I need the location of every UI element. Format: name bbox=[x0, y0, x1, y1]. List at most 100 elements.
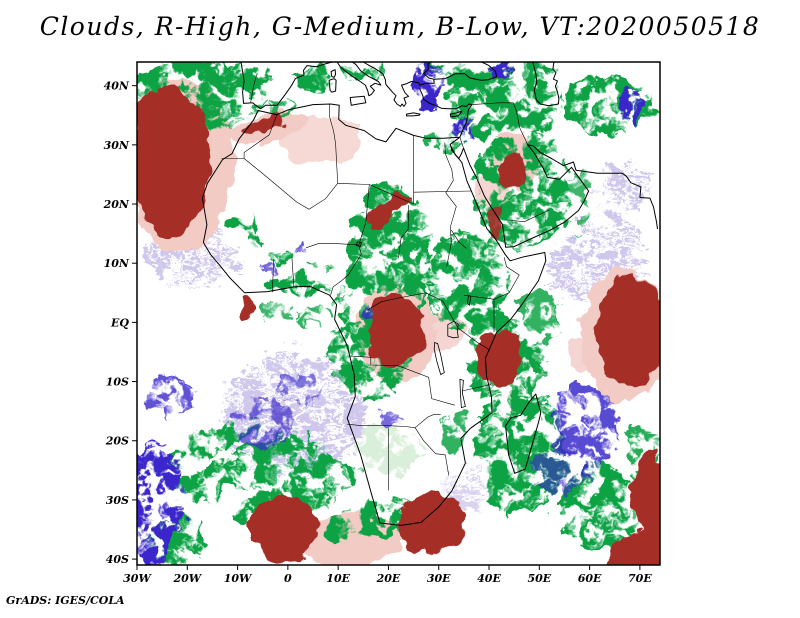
coastline-arabia-india bbox=[462, 144, 658, 248]
country-border bbox=[458, 328, 491, 351]
cloud-blob-hip bbox=[279, 115, 361, 165]
country-border bbox=[414, 414, 441, 428]
cloud-blob-lowl bbox=[433, 464, 484, 501]
country-border bbox=[347, 423, 416, 428]
cloud-blob-med bbox=[442, 405, 467, 455]
cloud-blob-lowl bbox=[594, 159, 645, 200]
cloud-blob-med bbox=[429, 230, 511, 335]
cloud-blob-low bbox=[379, 411, 401, 429]
cloud-blob-med bbox=[519, 289, 560, 351]
country-border bbox=[398, 205, 409, 258]
cloud-blob-low bbox=[619, 88, 644, 129]
lake-chad bbox=[355, 241, 362, 248]
coastline-crete bbox=[406, 112, 421, 117]
cloud-blob-med bbox=[559, 170, 591, 241]
cloud-blob-hi bbox=[137, 85, 211, 236]
river bbox=[451, 229, 467, 249]
country-border bbox=[413, 190, 472, 193]
cloud-blob-hi bbox=[597, 273, 660, 387]
coastline-corsica bbox=[330, 69, 337, 78]
attribution: GrADS: IGES/COLA bbox=[6, 594, 125, 607]
cloud-blob-hi bbox=[240, 299, 255, 318]
country-border bbox=[493, 257, 520, 300]
x-tick-label: 10E bbox=[326, 572, 350, 585]
y-tick-label: 20N bbox=[103, 198, 130, 211]
cloud-blob-hi bbox=[364, 294, 426, 367]
country-border bbox=[350, 355, 409, 370]
lake-malawi bbox=[459, 378, 466, 409]
cloud-blob-low bbox=[531, 448, 589, 493]
cloud-layers bbox=[137, 62, 660, 565]
cloud-blob-med bbox=[472, 131, 572, 248]
x-tick-label: 20W bbox=[172, 572, 202, 585]
cloud-blob-hi bbox=[240, 117, 284, 135]
cloud-blob-hi bbox=[500, 153, 527, 192]
country-border bbox=[358, 184, 370, 245]
cloud-blob-low bbox=[137, 441, 185, 558]
coastline-blacksea-south bbox=[433, 62, 498, 81]
coastline-madagascar bbox=[505, 393, 542, 474]
cloud-blob-med bbox=[242, 234, 263, 247]
country-border bbox=[414, 427, 450, 476]
map-lines bbox=[201, 62, 658, 526]
plot-title: Clouds, R-High, G-Medium, B-Low, VT:2020… bbox=[39, 12, 761, 41]
coastline-sinai bbox=[450, 145, 464, 159]
country-border bbox=[459, 137, 464, 148]
country-border bbox=[368, 292, 459, 329]
cloud-blob-med bbox=[267, 97, 298, 116]
x-tick-label: 30W bbox=[123, 572, 152, 585]
country-border bbox=[305, 243, 359, 249]
y-tick-label: 10S bbox=[106, 376, 129, 389]
plot-frame bbox=[136, 61, 661, 566]
country-border bbox=[243, 104, 339, 210]
y-tick-label: 20S bbox=[105, 435, 129, 448]
cloud-blob-low bbox=[281, 373, 322, 403]
y-tick-label: 30S bbox=[106, 494, 129, 507]
lake-tanganyika bbox=[433, 341, 445, 376]
cloud-blob-med bbox=[348, 182, 432, 339]
cloud-blob-med bbox=[311, 259, 334, 274]
cloud-blob-low bbox=[137, 532, 170, 565]
x-tick-label: 0 bbox=[284, 572, 292, 585]
cloud-blob-low bbox=[146, 375, 195, 416]
coastline-iberia-france bbox=[240, 62, 333, 110]
cloud-blob-hi bbox=[476, 329, 525, 386]
x-tick-label: 50E bbox=[527, 572, 551, 585]
y-tick-label: EQ bbox=[110, 316, 129, 329]
cloud-blob-low bbox=[267, 264, 278, 274]
country-border bbox=[408, 369, 455, 406]
y-tick-label: 40N bbox=[104, 80, 130, 93]
cloud-blob-hi bbox=[398, 494, 467, 555]
cloud-blob-med bbox=[268, 247, 295, 265]
y-tick-label: 10N bbox=[104, 257, 130, 270]
cloud-blob-low bbox=[293, 244, 306, 257]
cloud-blob-low bbox=[233, 395, 294, 448]
country-border bbox=[461, 384, 492, 392]
cloud-blob-med bbox=[294, 305, 336, 326]
x-tick-label: 20E bbox=[376, 572, 401, 585]
x-tick-label: 70E bbox=[628, 572, 652, 585]
x-tick-label: 30E bbox=[427, 572, 451, 585]
coastline-levant bbox=[459, 104, 473, 138]
country-border bbox=[272, 259, 275, 293]
cloud-blob-med bbox=[229, 214, 262, 235]
cloud-blob-hi bbox=[611, 534, 660, 565]
x-tick-label: 60E bbox=[578, 572, 602, 585]
axes: 30W 20W 10W 0 10E 20E 30E 40E 50E 60E 70E 40N 30N 20N… bbox=[103, 61, 661, 585]
cloud-blob-med bbox=[291, 68, 333, 92]
coastline-sardinia bbox=[328, 78, 337, 93]
coastline-sicily bbox=[349, 95, 367, 106]
cloud-blob-med bbox=[262, 302, 293, 319]
cloud-layer-medt bbox=[355, 425, 425, 475]
cloud-blob-med bbox=[218, 62, 272, 94]
country-border bbox=[471, 102, 528, 145]
coastline-cyprus bbox=[449, 110, 463, 118]
cloud-blob-med bbox=[560, 464, 641, 552]
cloud-blob-hi bbox=[488, 202, 505, 236]
country-border bbox=[330, 244, 362, 296]
coastline-balkans-greece-blacksea-w bbox=[363, 62, 435, 107]
coastline-africa bbox=[201, 103, 547, 526]
coastline-turkey-south bbox=[419, 88, 472, 110]
river bbox=[444, 142, 457, 267]
